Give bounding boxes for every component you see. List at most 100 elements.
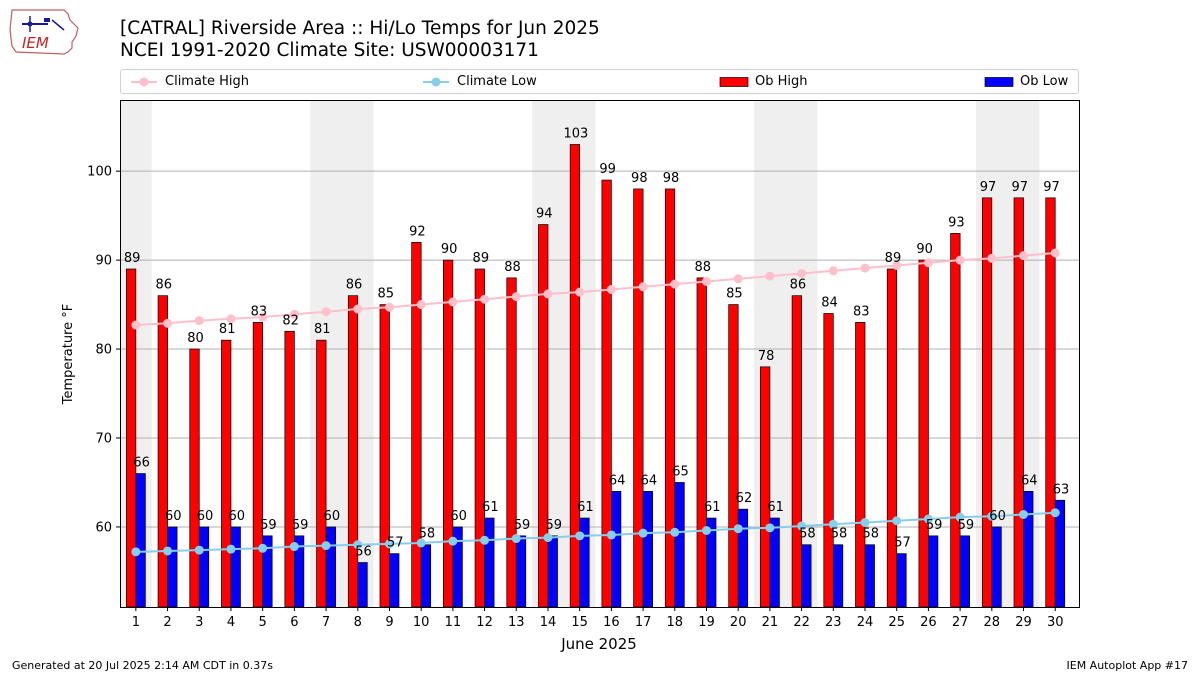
ob-high-label-day-17: 98 bbox=[631, 171, 648, 186]
x-tick-label-19: 19 bbox=[698, 615, 715, 630]
ob-high-label-day-28: 97 bbox=[980, 180, 997, 195]
ob-high-label-day-27: 93 bbox=[948, 215, 965, 230]
climate-high-point-day-13 bbox=[511, 292, 521, 302]
x-tick-label-9: 9 bbox=[385, 615, 393, 630]
ob-low-label-day-20: 62 bbox=[736, 491, 753, 506]
climate-high-point-day-7 bbox=[321, 307, 331, 317]
ob-high-bar-day-4 bbox=[221, 339, 232, 608]
y-axis-label: Temperature °F bbox=[61, 304, 76, 405]
footer-app: IEM Autoplot App #17 bbox=[1066, 659, 1189, 672]
ob-low-label-day-14: 59 bbox=[545, 518, 562, 533]
legend-climate-low-marker bbox=[423, 77, 449, 86]
climate-low-point-day-4 bbox=[226, 544, 236, 554]
ob-high-label-day-30: 97 bbox=[1043, 180, 1060, 195]
legend-climate-high-marker bbox=[131, 77, 157, 86]
ob-high-label-day-11: 90 bbox=[441, 242, 458, 257]
climate-high-point-day-27 bbox=[955, 255, 965, 265]
climate-low-point-day-26 bbox=[923, 514, 933, 524]
climate-low-point-day-11 bbox=[448, 536, 458, 546]
climate-high-point-day-18 bbox=[670, 279, 680, 289]
ob-high-label-day-3: 80 bbox=[187, 331, 204, 346]
climate-high-point-day-16 bbox=[606, 284, 616, 294]
ob-low-label-day-2: 60 bbox=[165, 509, 182, 524]
ob-high-label-day-10: 92 bbox=[409, 224, 426, 239]
climate-low-point-day-13 bbox=[511, 534, 521, 544]
climate-high-point-day-23 bbox=[828, 266, 838, 276]
x-tick-label-4: 4 bbox=[227, 615, 235, 630]
ob-low-bar-day-22 bbox=[801, 544, 812, 608]
ob-high-bar-day-24 bbox=[855, 322, 866, 608]
ob-low-bar-day-3 bbox=[198, 526, 210, 608]
plot-frame bbox=[120, 100, 1080, 608]
iem-logo: IEM bbox=[8, 6, 82, 58]
climate-high-point-day-1 bbox=[131, 320, 141, 330]
x-tick-label-20: 20 bbox=[730, 615, 747, 630]
climate-high-point-day-17 bbox=[638, 282, 648, 292]
climate-low-point-day-24 bbox=[860, 518, 870, 527]
x-tick-label-17: 17 bbox=[635, 615, 652, 630]
climate-low-point-day-6 bbox=[289, 542, 299, 552]
climate-high-point-day-10 bbox=[416, 300, 426, 310]
climate-low-point-day-10 bbox=[416, 538, 426, 548]
x-tick-label-27: 27 bbox=[952, 615, 969, 630]
legend-ob-low-swatch bbox=[984, 76, 1014, 87]
climate-high-point-day-25 bbox=[892, 260, 902, 270]
ob-high-bar-day-19 bbox=[696, 277, 707, 608]
ob-high-label-day-12: 89 bbox=[473, 251, 490, 266]
x-tick-label-10: 10 bbox=[413, 615, 430, 630]
ob-low-bar-day-8 bbox=[357, 562, 368, 608]
ob-low-bar-day-24 bbox=[864, 544, 875, 608]
ob-low-bar-day-28 bbox=[991, 526, 1002, 608]
ob-high-label-day-19: 88 bbox=[694, 260, 711, 275]
ob-low-label-day-16: 64 bbox=[609, 473, 626, 488]
climate-high-point-day-24 bbox=[860, 263, 870, 273]
y-tick-label-60: 60 bbox=[95, 520, 112, 535]
climate-low-point-day-14 bbox=[543, 533, 553, 543]
chart-title: [CATRAL] Riverside Area :: Hi/Lo Temps f… bbox=[120, 18, 600, 39]
ob-high-bar-day-14 bbox=[538, 224, 549, 608]
ob-high-bar-day-17 bbox=[633, 188, 644, 608]
logo-text: IEM bbox=[22, 34, 49, 52]
x-tick-label-13: 13 bbox=[508, 615, 525, 630]
x-tick-label-6: 6 bbox=[290, 615, 298, 630]
y-tick-label-70: 70 bbox=[95, 432, 112, 447]
legend-item-climate-low: Climate Low bbox=[421, 70, 537, 93]
ob-high-bar-day-30 bbox=[1045, 197, 1056, 608]
ob-high-bar-day-9 bbox=[379, 304, 390, 608]
climate-low-point-day-19 bbox=[701, 526, 711, 536]
climate-low-point-day-9 bbox=[384, 539, 394, 549]
ob-low-label-day-10: 58 bbox=[419, 527, 436, 542]
ob-low-label-day-27: 59 bbox=[958, 518, 975, 533]
x-tick-label-5: 5 bbox=[259, 615, 267, 630]
ob-low-bar-day-10 bbox=[420, 544, 432, 608]
x-tick-label-16: 16 bbox=[603, 615, 620, 630]
chart-legend: Climate High Climate Low Ob High Ob Low bbox=[120, 69, 1079, 94]
ob-high-label-day-18: 98 bbox=[663, 171, 680, 186]
climate-high-point-day-29 bbox=[1019, 251, 1029, 261]
legend-climate-low-label: Climate Low bbox=[457, 74, 537, 89]
climate-low-point-day-20 bbox=[733, 524, 743, 534]
ob-low-bar-day-16 bbox=[611, 491, 622, 608]
climate-low-point-day-28 bbox=[987, 511, 997, 521]
ob-high-bar-day-11 bbox=[443, 259, 454, 608]
footer-generated: Generated at 20 Jul 2025 2:14 AM CDT in … bbox=[12, 659, 273, 672]
climate-low-point-day-8 bbox=[353, 540, 363, 550]
ob-low-bar-day-26 bbox=[928, 535, 939, 608]
ob-low-bar-day-4 bbox=[230, 526, 241, 608]
ob-low-label-day-17: 64 bbox=[641, 473, 658, 488]
ob-low-label-day-3: 60 bbox=[197, 509, 214, 524]
climate-high-line bbox=[135, 251, 1056, 327]
ob-high-label-day-29: 97 bbox=[1011, 180, 1028, 195]
ob-high-bar-day-1 bbox=[125, 268, 137, 608]
climate-low-point-day-15 bbox=[575, 531, 585, 541]
ob-high-bar-day-5 bbox=[252, 322, 264, 608]
ob-low-label-day-28: 60 bbox=[989, 509, 1006, 524]
x-tick-label-30: 30 bbox=[1047, 615, 1064, 630]
climate-high-point-day-11 bbox=[448, 297, 458, 307]
iem-iowa-logo-icon: IEM bbox=[9, 9, 79, 55]
ob-low-bar-day-12 bbox=[484, 517, 495, 608]
climate-high-point-day-5 bbox=[258, 312, 268, 322]
x-tick-label-21: 21 bbox=[762, 615, 779, 630]
ob-high-label-day-7: 81 bbox=[314, 322, 331, 337]
ob-high-bar-day-7 bbox=[316, 339, 327, 608]
